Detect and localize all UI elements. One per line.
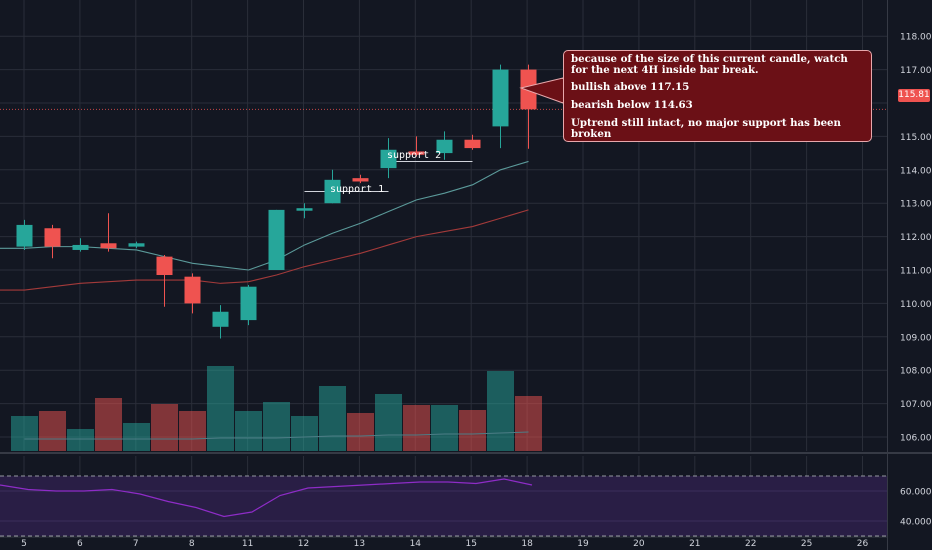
time-tick-label: 20 xyxy=(633,539,645,549)
volume-bar xyxy=(39,411,66,451)
candle-body xyxy=(408,151,425,155)
candle-body xyxy=(352,178,369,182)
volume-bar xyxy=(515,396,542,451)
volume-bar xyxy=(123,423,150,451)
price-tick-label: 113.00 xyxy=(900,200,932,210)
annotation-line-3: bearish below 114.63 xyxy=(571,99,693,111)
volume-bar xyxy=(263,402,290,451)
price-tick-label: 110.00 xyxy=(900,300,932,310)
candle-body xyxy=(212,311,229,327)
price-tick-label: 111.00 xyxy=(900,267,932,277)
price-tick-label: 115.00 xyxy=(900,133,932,143)
volume-ma-line xyxy=(24,431,529,440)
candle-body xyxy=(184,276,201,304)
time-tick-label: 7 xyxy=(133,539,139,549)
candle-body xyxy=(44,228,61,247)
price-tick-label: 114.00 xyxy=(900,166,932,176)
candle-body xyxy=(464,139,481,149)
time-tick-label: 12 xyxy=(298,539,309,549)
volume-bar xyxy=(431,405,458,451)
support-2-label: support 2 xyxy=(387,150,442,161)
candle-body xyxy=(492,69,509,127)
annotation-line-1a: because of the size of this current cand… xyxy=(571,53,848,65)
volume-bar xyxy=(403,405,430,451)
volume-bar xyxy=(487,371,514,451)
volume-bar xyxy=(347,413,374,451)
time-tick-label: 11 xyxy=(242,539,253,549)
time-tick-label: 26 xyxy=(857,539,869,549)
price-tick-label: 117.00 xyxy=(900,66,932,76)
price-tick-label: 108.00 xyxy=(900,367,932,377)
candle-body xyxy=(240,286,257,321)
time-tick-label: 13 xyxy=(354,539,365,549)
annotation-line-2: bullish above 117.15 xyxy=(571,81,690,93)
volume-bar xyxy=(235,411,262,451)
moving-average-line-1 xyxy=(0,209,529,291)
time-tick-label: 8 xyxy=(189,539,195,549)
time-tick-label: 14 xyxy=(410,539,422,549)
volume-bars xyxy=(11,366,542,451)
time-tick-label: 19 xyxy=(577,539,589,549)
candle-body xyxy=(156,256,173,276)
time-tick-label: 18 xyxy=(521,539,533,549)
candles xyxy=(16,64,537,339)
volume-bar xyxy=(375,394,402,451)
time-tick-label: 25 xyxy=(801,539,812,549)
price-tick-label: 112.00 xyxy=(900,233,932,243)
price-tick-label: 109.00 xyxy=(900,333,932,343)
annotation-callout[interactable]: because of the size of this current cand… xyxy=(563,50,872,142)
volume-bar xyxy=(95,398,122,451)
rsi-tick-label: 40.0000 xyxy=(900,518,932,528)
time-tick-label: 21 xyxy=(689,539,700,549)
rsi-tick-label: 60.0000 xyxy=(900,488,932,498)
candle-body xyxy=(100,243,117,249)
annotation-line-1: because of the size of this current cand… xyxy=(571,54,864,76)
candle-body xyxy=(128,243,145,247)
price-tick-label: 118.00 xyxy=(900,33,932,43)
moving-average-line-0 xyxy=(0,160,529,271)
time-tick-label: 15 xyxy=(465,539,476,549)
volume-bar xyxy=(319,386,346,451)
rsi-line xyxy=(0,478,533,518)
annotation-line-1b: for the next 4H inside bar break. xyxy=(571,64,759,76)
volume-bar xyxy=(291,416,318,451)
volume-bar xyxy=(67,429,94,451)
candle-body xyxy=(268,209,285,270)
volume-bar xyxy=(11,416,38,451)
support-1-label: support 1 xyxy=(330,184,385,195)
time-tick-label: 6 xyxy=(77,539,83,549)
candle-body xyxy=(72,244,89,250)
annotation-line-4: Uptrend still intact, no major support h… xyxy=(571,117,841,140)
volume-bar xyxy=(459,410,486,451)
price-tick-label: 107.00 xyxy=(900,400,932,410)
rsi-band xyxy=(0,476,887,536)
candle-body xyxy=(16,224,33,247)
volume-bar xyxy=(151,404,178,451)
volume-bar xyxy=(179,411,206,451)
candle-body xyxy=(296,208,313,211)
volume-bar xyxy=(207,366,234,451)
candle-body xyxy=(380,149,397,169)
candle-body xyxy=(436,139,453,154)
time-tick-label: 5 xyxy=(21,539,27,549)
current-price-label: 115.81 xyxy=(898,89,930,102)
candle-body xyxy=(324,179,341,204)
time-tick-label: 22 xyxy=(745,539,756,549)
price-tick-label: 106.00 xyxy=(900,434,932,444)
